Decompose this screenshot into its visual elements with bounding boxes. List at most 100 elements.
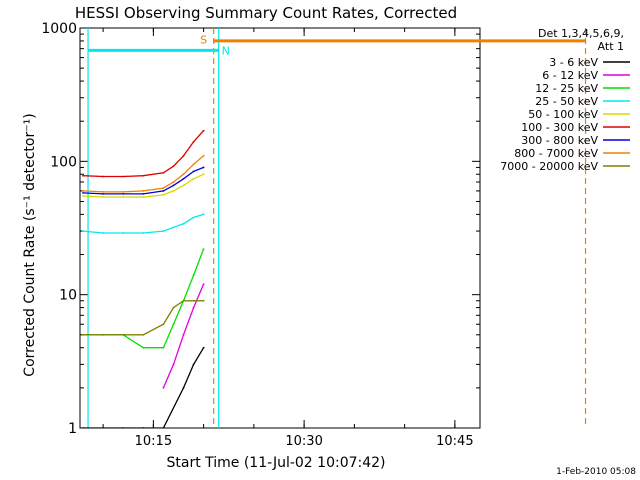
data-point xyxy=(605,211,607,213)
series-line xyxy=(82,213,204,234)
data-point xyxy=(202,166,205,169)
data-point xyxy=(192,299,195,302)
data-point xyxy=(162,386,165,389)
legend-label: 300 - 800 keV xyxy=(521,134,598,147)
series-line xyxy=(82,166,204,195)
series-4 xyxy=(82,173,205,198)
data-point xyxy=(162,427,165,428)
data-point xyxy=(122,175,125,178)
data-point xyxy=(172,226,175,229)
data-point xyxy=(182,177,185,180)
series-2 xyxy=(82,248,587,349)
legend-label: 3 - 6 keV xyxy=(549,56,598,69)
series-line xyxy=(586,315,640,428)
series-3 xyxy=(82,208,640,234)
data-point xyxy=(625,427,627,429)
data-point xyxy=(142,174,145,177)
legend-header-line1: Det 1,3,4,5,6,9, xyxy=(538,27,624,40)
data-point xyxy=(82,230,84,232)
data-point xyxy=(625,148,627,150)
data-point xyxy=(82,190,84,192)
series-0 xyxy=(82,315,640,429)
x-tick-label: 10:15 xyxy=(135,434,172,449)
data-point xyxy=(605,307,607,309)
data-point xyxy=(142,232,145,234)
data-point xyxy=(625,215,627,217)
x-axis-label: Start Time (11-Jul-02 10:07:42) xyxy=(166,455,385,471)
data-point xyxy=(202,154,205,157)
data-point xyxy=(162,194,165,196)
data-point xyxy=(122,232,125,234)
data-point xyxy=(162,171,165,174)
x-tick-label: 10:30 xyxy=(285,434,322,449)
data-point xyxy=(182,154,185,157)
data-point xyxy=(102,196,105,198)
data-point xyxy=(172,190,175,192)
annotation-labels: SNF xyxy=(200,33,230,57)
series-lines xyxy=(82,129,640,429)
axis-ticks: 1 10 100 1000 10:15 10:30 10:45 xyxy=(41,21,480,449)
series-5 xyxy=(82,129,627,178)
data-point xyxy=(625,163,627,165)
data-point xyxy=(142,196,145,198)
data-point xyxy=(182,386,185,389)
data-point xyxy=(122,333,125,336)
series-8 xyxy=(82,299,627,336)
data-point xyxy=(605,167,607,169)
data-point xyxy=(122,192,125,195)
data-point xyxy=(182,173,185,176)
legend-header-line2: Att 1 xyxy=(598,40,624,53)
data-point xyxy=(202,346,205,349)
data-point xyxy=(585,427,587,429)
data-point xyxy=(202,129,205,132)
series-7 xyxy=(82,154,607,193)
data-point xyxy=(102,232,105,234)
data-point xyxy=(182,222,185,225)
data-point xyxy=(142,333,145,336)
footer-date: 1-Feb-2010 05:08 xyxy=(556,467,636,477)
legend-label: 7000 - 20000 keV xyxy=(500,160,598,173)
data-point xyxy=(102,192,105,195)
annotations xyxy=(87,28,587,428)
y-tick-label: 100 xyxy=(50,154,77,170)
data-point xyxy=(122,196,125,198)
data-point xyxy=(102,190,105,193)
data-point xyxy=(102,427,105,428)
data-point xyxy=(162,230,165,232)
data-point xyxy=(605,159,607,161)
data-point xyxy=(182,184,185,187)
data-point xyxy=(82,427,84,428)
y-axis-label: Corrected Count Rate (s⁻¹ detector⁻¹) xyxy=(22,113,38,376)
legend-label: 12 - 25 keV xyxy=(535,82,598,95)
y-tick-label: 1 xyxy=(68,421,77,437)
data-point xyxy=(192,177,195,180)
data-point xyxy=(102,333,105,336)
data-point xyxy=(82,333,84,336)
data-point xyxy=(172,323,175,326)
data-point xyxy=(192,170,195,173)
data-point xyxy=(82,195,84,197)
series-1 xyxy=(162,182,640,428)
data-point xyxy=(192,216,195,219)
series-line xyxy=(586,182,640,428)
data-point xyxy=(102,175,105,178)
data-point xyxy=(162,323,165,326)
data-point xyxy=(172,181,175,183)
legend-label: 800 - 7000 keV xyxy=(514,147,598,160)
data-point xyxy=(162,187,165,189)
series-line xyxy=(82,130,205,178)
data-point xyxy=(625,300,627,302)
data-point xyxy=(625,334,627,336)
data-point xyxy=(202,283,205,286)
series-line xyxy=(83,248,205,349)
plot-frame xyxy=(79,27,481,429)
series-line xyxy=(586,208,640,232)
data-point xyxy=(202,248,205,250)
data-point xyxy=(202,299,205,302)
data-point xyxy=(585,294,587,296)
data-point xyxy=(162,190,165,192)
marker-label: N xyxy=(222,44,230,57)
data-point xyxy=(605,334,607,336)
